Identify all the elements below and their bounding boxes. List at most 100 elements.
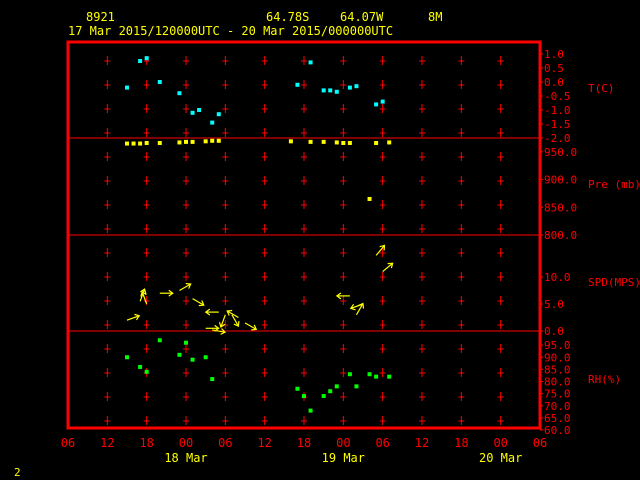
date-range: 17 Mar 2015/120000UTC - 20 Mar 2015/0000… xyxy=(68,24,393,38)
temp-point xyxy=(177,91,182,96)
wind-arrow-head xyxy=(220,328,227,335)
wind-arrow-head xyxy=(218,322,226,328)
pressure-point xyxy=(308,139,313,144)
pressure-point xyxy=(321,139,326,144)
x-tick-label: 00 xyxy=(336,436,350,450)
rh-point xyxy=(144,369,149,374)
temp-point xyxy=(190,110,195,115)
x-tick-label: 06 xyxy=(218,436,232,450)
wind-arrow-head xyxy=(226,309,233,316)
pressure-point xyxy=(125,141,129,146)
rh-point xyxy=(328,389,333,394)
wind-arrow xyxy=(192,298,205,306)
x-tick-label: 12 xyxy=(100,436,114,450)
x-tick-label: 12 xyxy=(415,436,429,450)
wind-arrow-head xyxy=(251,324,258,331)
temp-point xyxy=(380,99,385,104)
wind-arrow xyxy=(244,322,257,330)
x-tick-label: 06 xyxy=(61,436,75,450)
y-tick-label: 850.0 xyxy=(544,201,577,214)
rh-point xyxy=(367,372,372,377)
panel-label: T(C) xyxy=(588,82,615,95)
panel-label: Pre (mb) xyxy=(588,178,640,191)
wind-arrow xyxy=(382,262,394,273)
station-lon: 64.07W xyxy=(340,10,384,24)
rh-point xyxy=(347,372,352,377)
x-tick-label: 12 xyxy=(257,436,271,450)
pressure-point xyxy=(190,139,195,144)
temp-point xyxy=(321,88,326,93)
x-date-label: 18 Mar xyxy=(164,451,207,465)
temp-point xyxy=(334,89,339,94)
rh-point xyxy=(334,384,339,389)
wind-arrow xyxy=(220,314,226,328)
rh-point xyxy=(125,355,129,360)
wind-arrow-head xyxy=(198,300,205,307)
y-tick-label: -1.0 xyxy=(544,104,571,117)
y-tick-label: 950.0 xyxy=(544,146,577,159)
station-lat: 64.78S xyxy=(266,10,309,24)
wind-arrow xyxy=(231,314,239,327)
pressure-point xyxy=(216,138,221,143)
wind-arrow-head xyxy=(335,292,342,300)
x-tick-label: 06 xyxy=(533,436,547,450)
y-tick-label: 0.0 xyxy=(544,76,564,89)
pressure-point xyxy=(203,139,208,144)
temp-point xyxy=(347,85,352,90)
wind-arrow xyxy=(226,310,239,319)
temp-point xyxy=(374,102,379,107)
x-tick-label: 18 xyxy=(297,436,311,450)
y-tick-label: 10.0 xyxy=(544,271,571,284)
rh-point xyxy=(138,364,143,369)
x-tick-label: 18 xyxy=(454,436,468,450)
pressure-point xyxy=(387,140,392,145)
y-tick-label: 85.0 xyxy=(544,363,571,376)
wind-arrow xyxy=(126,315,140,321)
wind-arrow-head xyxy=(387,262,394,269)
rh-point xyxy=(387,374,392,379)
wind-arrow xyxy=(350,303,364,310)
x-tick-label: 00 xyxy=(179,436,193,450)
wind-arrow xyxy=(375,245,385,256)
panel-label: SPD(MPS) xyxy=(588,276,640,289)
rh-point xyxy=(184,340,188,345)
rh-point xyxy=(203,355,208,360)
wind-arrow-head xyxy=(233,321,240,327)
pressure-point xyxy=(367,196,372,201)
temp-point xyxy=(197,108,202,112)
pressure-point xyxy=(131,141,136,146)
wind-arrow-head xyxy=(140,288,147,295)
rh-point xyxy=(354,384,359,389)
y-tick-label: 0.5 xyxy=(544,62,564,75)
temp-point xyxy=(157,80,162,84)
wind-arrow xyxy=(139,288,146,302)
rh-point xyxy=(321,394,326,399)
pressure-point xyxy=(157,140,162,145)
y-tick-label: -2.0 xyxy=(544,132,571,145)
rh-point xyxy=(190,357,195,362)
x-date-label: 19 Mar xyxy=(322,451,365,465)
rh-point xyxy=(302,394,306,399)
pressure-point xyxy=(347,140,352,145)
wind-arrow xyxy=(141,291,148,305)
wind-arrow xyxy=(179,283,192,292)
y-tick-label: 80.0 xyxy=(544,376,571,389)
rh-point xyxy=(374,374,379,379)
wind-arrow xyxy=(212,329,226,333)
temp-point xyxy=(125,85,129,90)
rh-point xyxy=(157,338,162,343)
x-axis-labels: 06 12 18 00 06 12 18 00 06 12 18 00 06 18 Mar 19 Mar 20… xyxy=(61,436,547,465)
rh-point xyxy=(210,377,215,382)
y-tick-label: 900.0 xyxy=(544,174,577,187)
y-tick-label: -0.5 xyxy=(544,90,571,103)
pressure-point xyxy=(374,140,379,145)
pressure-point xyxy=(184,139,188,144)
temp-point xyxy=(216,112,221,117)
y-tick-label: 1.0 xyxy=(544,48,564,61)
plot-marks xyxy=(125,56,394,413)
wind-arrow-head xyxy=(204,308,211,316)
wind-arrow xyxy=(355,303,364,316)
y-tick-label: 75.0 xyxy=(544,388,571,401)
pressure-point xyxy=(177,140,182,145)
temp-point xyxy=(138,59,143,63)
